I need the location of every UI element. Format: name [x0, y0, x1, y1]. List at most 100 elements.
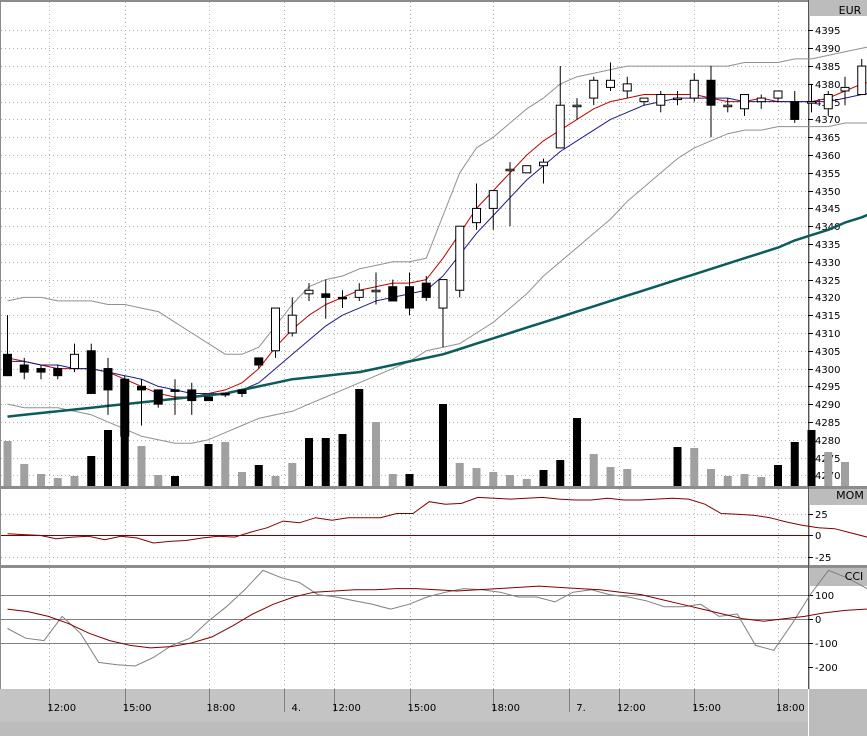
candle-bear: [204, 396, 213, 402]
volume-bar: [154, 475, 163, 486]
volume-bar: [807, 430, 816, 486]
candle-bear: [220, 392, 230, 396]
candle-bull: [756, 97, 766, 103]
candle-bull: [488, 190, 498, 209]
x-tick-label: 15:00: [123, 703, 152, 714]
candle-bull: [455, 225, 465, 291]
x-tick-label: 7.: [576, 703, 586, 714]
candle-bear: [187, 389, 197, 402]
price-panel: 4270427542804285429042954300430543104315…: [1, 2, 867, 486]
candle-bull: [271, 307, 280, 352]
cci-tick-label: 100: [815, 591, 834, 602]
candle-bull: [522, 165, 532, 174]
volume-bar: [238, 472, 246, 486]
x-tick-label: 15:00: [692, 703, 721, 714]
volume-bar: [606, 467, 615, 486]
candle-bear: [120, 378, 130, 437]
price-tick-label: 4335: [815, 240, 840, 251]
volume-bar: [171, 476, 179, 486]
price-tick-label: 4345: [815, 204, 840, 215]
x-tick-label: 18:00: [776, 703, 805, 714]
cci-axis-area: [810, 586, 867, 689]
candle-bull: [622, 83, 632, 92]
x-axis: 12:00 15:00 18:00 4. 12:00 15:00 18:00 7. 12:00 1…: [47, 689, 805, 714]
x-axis-labels-area: [0, 689, 808, 722]
price-tick-label: 4310: [815, 329, 840, 340]
x-tick-label: 18:00: [491, 703, 520, 714]
candle-bear: [321, 293, 331, 298]
candle-bull: [555, 104, 565, 149]
price-tick-label: 4305: [815, 347, 840, 358]
candle-bear: [36, 368, 46, 373]
cci-line-cci: [7, 569, 867, 667]
volume-bar: [623, 469, 632, 486]
price-tick-label: 4395: [815, 26, 840, 37]
candle-bull: [572, 104, 582, 108]
volume-bar: [338, 434, 347, 486]
x-tick-label: 12:00: [332, 703, 361, 714]
candle-bear: [338, 296, 347, 300]
candle-bear: [137, 385, 146, 391]
mom-panel: 25 0 -25: [1, 489, 867, 565]
candle-bear: [170, 389, 180, 392]
price-tick-label: 4315: [815, 311, 840, 322]
volume-bar: [589, 454, 598, 486]
candle-bull: [840, 86, 850, 92]
mom-line: [7, 496, 867, 544]
volume-bar: [824, 452, 833, 486]
price-tick-label: 4390: [815, 44, 840, 55]
candle-bear: [254, 357, 264, 366]
mom-tick-label: 0: [815, 531, 821, 542]
volume-bar: [707, 469, 715, 486]
separator-2: [0, 565, 867, 568]
volume-bar: [506, 475, 514, 486]
candle-bull: [773, 90, 783, 99]
candle-bull: [371, 289, 381, 293]
candle-bull: [606, 79, 615, 88]
candle-bear: [3, 353, 12, 377]
cci-tick-label: 0: [815, 615, 821, 626]
volume-bar: [790, 442, 799, 486]
top-border: [0, 0, 808, 2]
candle-bear: [388, 286, 398, 302]
volume-bar: [673, 447, 682, 486]
candle-bull: [740, 94, 749, 110]
price-tick-label: 4340: [815, 222, 840, 233]
cci-panel-title: CCI: [845, 570, 864, 583]
candle-bull: [505, 168, 515, 172]
candle-bull: [438, 279, 448, 309]
volume-bar: [573, 418, 581, 486]
price-tick-label: 4290: [815, 400, 840, 411]
candle-bull: [304, 289, 314, 295]
x-tick-label: 12:00: [47, 703, 76, 714]
price-tick-label: 4325: [815, 276, 840, 287]
volume-bar: [254, 465, 263, 486]
candle-bull: [354, 289, 364, 298]
candle-bear: [53, 368, 63, 377]
price-tick-label: 4370: [815, 115, 840, 126]
price-tick-label: 4385: [815, 62, 840, 73]
candle-bull: [589, 79, 599, 99]
volume-bar: [690, 448, 699, 486]
volume-bar: [70, 476, 79, 486]
candle-bear: [103, 368, 113, 391]
price-tick-label: 4365: [815, 133, 840, 144]
candle-bull: [857, 65, 867, 96]
candle-bull: [70, 353, 79, 370]
right-plot-border: [808, 0, 809, 689]
price-tick-label: 4355: [815, 169, 840, 180]
price-tick-label: 4330: [815, 258, 840, 269]
price-tick-label: 4280: [815, 436, 840, 447]
price-series-lower-band: [7, 122, 867, 444]
volume-bar: [20, 464, 29, 486]
candle-bull: [472, 207, 481, 224]
volume-bar: [774, 465, 782, 486]
volume-bar: [489, 472, 498, 486]
candle-bear: [405, 286, 414, 309]
volume-bar: [87, 456, 96, 486]
x-tick-label: 15:00: [407, 703, 436, 714]
x-tick-label: 18:00: [206, 703, 235, 714]
volume-bar: [723, 476, 732, 486]
volume-bar: [757, 477, 766, 486]
